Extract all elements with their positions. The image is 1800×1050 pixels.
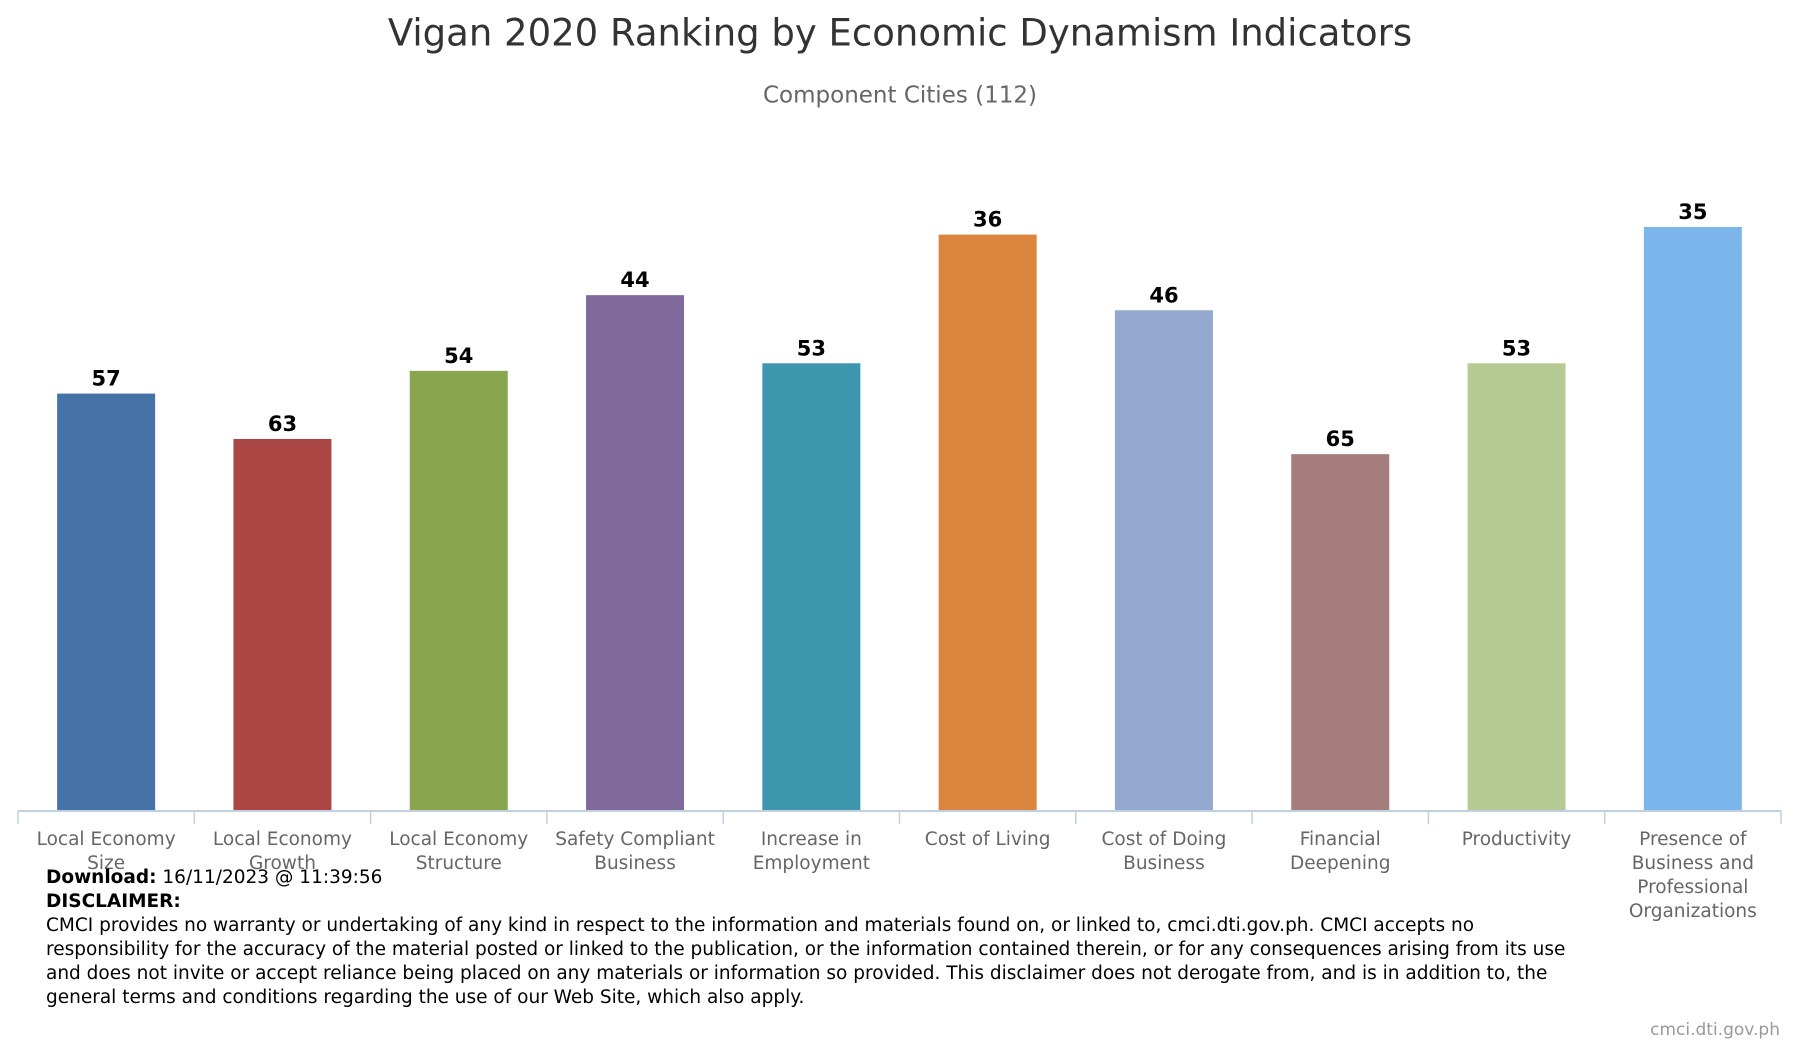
x-tick-label: Local Economy Growth [213, 829, 352, 874]
bar [233, 439, 332, 810]
bar [762, 363, 861, 810]
x-tick-label: Productivity [1462, 829, 1572, 850]
download-time: 16/11/2023 @ 11:39:56 [162, 867, 383, 888]
chart-subtitle: Component Cities (112) [763, 83, 1037, 109]
download-label: Download: [46, 867, 157, 888]
x-tick-label: Increase in Employment [753, 829, 870, 874]
footer: Download: 16/11/2023 @ 11:39:56 DISCLAIM… [46, 866, 1586, 1010]
disclaimer-label: DISCLAIMER: [46, 891, 181, 912]
value-label: 63 [268, 412, 297, 436]
bar [409, 370, 508, 810]
x-tick-label: Safety Compliant Business [555, 829, 715, 874]
bar [586, 295, 685, 811]
value-label: 44 [620, 268, 649, 292]
x-tick-label: Presence of Business and Professional Organ… [1629, 829, 1757, 922]
bar [1291, 454, 1390, 810]
value-label: 57 [92, 367, 121, 391]
value-label: 46 [1149, 283, 1178, 307]
bar [1114, 310, 1213, 810]
value-label: 65 [1326, 427, 1355, 451]
value-label: 53 [797, 336, 826, 360]
bar [1643, 227, 1742, 810]
x-tick-label: Local Economy Size [37, 829, 176, 874]
disclaimer: CMCI provides no warranty or undertaking… [46, 915, 1566, 1008]
value-label: 35 [1678, 200, 1707, 224]
source: cmci.dti.gov.ph [1650, 1020, 1780, 1040]
download-line: Download: 16/11/2023 @ 11:39:56 [46, 866, 1586, 890]
x-tick-label: Cost of Living [925, 829, 1051, 850]
x-tick-label: Financial Deepening [1290, 829, 1390, 874]
bar [1467, 363, 1566, 810]
value-label: 53 [1502, 336, 1531, 360]
value-label: 36 [973, 208, 1002, 232]
x-tick-label: Local Economy Structure [389, 829, 528, 874]
x-tick-label: Cost of Doing Business [1101, 829, 1226, 874]
bar [938, 234, 1037, 811]
bar [57, 393, 156, 810]
chart-title: Vigan 2020 Ranking by Economic Dynamism … [388, 12, 1412, 55]
value-label: 54 [444, 344, 473, 368]
